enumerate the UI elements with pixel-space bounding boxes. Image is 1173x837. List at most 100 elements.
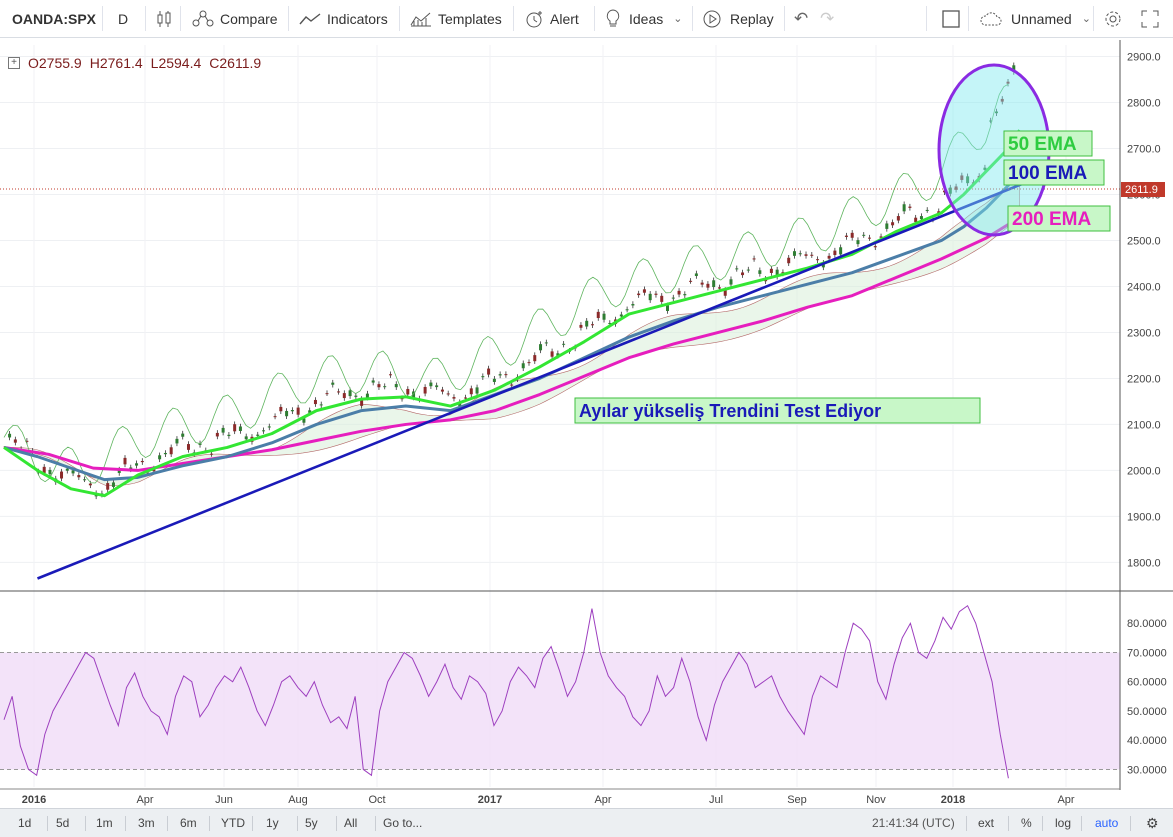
rsi-line bbox=[3, 604, 1009, 779]
candle-body bbox=[475, 387, 479, 394]
candle-body bbox=[608, 322, 612, 324]
candle-body bbox=[469, 388, 473, 395]
undo-button[interactable]: ↶ bbox=[794, 0, 808, 37]
legend-toggle-icon[interactable]: + bbox=[8, 57, 20, 69]
clock-readout: 21:41:34 (UTC) bbox=[872, 809, 955, 837]
range-button-1m[interactable]: 1m bbox=[96, 816, 113, 830]
layout-button[interactable]: Unnamed ⌄ bbox=[979, 0, 1091, 37]
price-tick-label: 2500.0 bbox=[1127, 235, 1161, 247]
candle-body bbox=[637, 293, 641, 296]
candle-body bbox=[891, 222, 895, 226]
candle-body bbox=[804, 254, 808, 256]
compare-icon bbox=[192, 10, 214, 26]
indicators-button[interactable]: Indicators bbox=[299, 0, 388, 37]
high-value: H2761.4 bbox=[89, 55, 143, 71]
alert-button[interactable]: Alert bbox=[524, 0, 579, 37]
candle-body bbox=[464, 397, 468, 399]
candle-body bbox=[412, 391, 416, 398]
time-tick-label: Nov bbox=[866, 794, 886, 806]
goto-button[interactable]: Go to... bbox=[383, 809, 422, 837]
fullscreen-button[interactable] bbox=[1141, 0, 1159, 37]
candle-body bbox=[290, 410, 294, 412]
redo-icon: ↷ bbox=[820, 8, 835, 28]
gear-icon: ⚙ bbox=[1146, 814, 1159, 831]
ideas-label: Ideas bbox=[629, 10, 664, 27]
chart-type-button[interactable] bbox=[156, 0, 172, 37]
candle-body bbox=[452, 397, 456, 399]
last-price-label: 2611.9 bbox=[1125, 184, 1158, 196]
candle-body bbox=[1012, 65, 1016, 73]
replay-button[interactable]: Replay bbox=[702, 0, 774, 37]
candle-body bbox=[712, 280, 716, 288]
log-label: log bbox=[1055, 816, 1072, 830]
candle-body bbox=[810, 254, 814, 256]
symbol-search[interactable]: OANDA:SPX bbox=[12, 0, 96, 37]
candle-body bbox=[896, 216, 900, 221]
ideas-button[interactable]: Ideas ⌄ bbox=[605, 0, 682, 37]
range-button-5d[interactable]: 5d bbox=[56, 816, 70, 830]
time-tick-label: Apr bbox=[1057, 794, 1074, 806]
candle-body bbox=[642, 289, 646, 293]
top-toolbar: OANDA:SPX D Compare Indicators Templates… bbox=[0, 0, 1173, 38]
range-button-1y[interactable]: 1y bbox=[266, 816, 279, 830]
candle-body bbox=[140, 460, 144, 463]
templates-button[interactable]: Templates bbox=[410, 0, 502, 37]
ema-100-line bbox=[3, 166, 1021, 482]
chart-settings-button[interactable]: ⚙ bbox=[1146, 809, 1159, 837]
price-tick-label: 2700.0 bbox=[1127, 143, 1161, 155]
range-button-1d[interactable]: 1d bbox=[18, 816, 32, 830]
candle-body bbox=[221, 427, 225, 433]
candle-body bbox=[752, 258, 756, 260]
range-button-ytd[interactable]: YTD bbox=[221, 816, 245, 830]
candle-body bbox=[700, 282, 704, 285]
redo-button[interactable]: ↷ bbox=[820, 0, 834, 37]
time-tick-label: 2017 bbox=[478, 794, 502, 806]
time-tick-label: Oct bbox=[368, 794, 385, 806]
candle-body bbox=[106, 483, 110, 490]
candle-body bbox=[833, 250, 837, 255]
ema-100-annotation-box bbox=[1003, 159, 1105, 186]
candle-body bbox=[377, 384, 381, 388]
range-button-all[interactable]: All bbox=[344, 816, 358, 830]
candle-body bbox=[481, 376, 485, 378]
candle-body bbox=[683, 294, 687, 296]
candle-body bbox=[908, 206, 912, 208]
range-button-6m[interactable]: 6m bbox=[180, 816, 197, 830]
gear-icon bbox=[1105, 11, 1121, 26]
candle-body bbox=[88, 483, 92, 486]
time-label: 21:41:34 (UTC) bbox=[872, 816, 955, 830]
settings-button[interactable] bbox=[1103, 0, 1123, 37]
lagging-span-line bbox=[3, 83, 1009, 484]
candle-body bbox=[158, 455, 162, 460]
auto-toggle[interactable]: auto bbox=[1095, 809, 1118, 837]
candle-body bbox=[129, 467, 133, 470]
templates-label: Templates bbox=[438, 10, 502, 27]
candle-body bbox=[371, 380, 375, 383]
interval-button[interactable]: D bbox=[118, 0, 128, 37]
candle-body bbox=[919, 216, 923, 220]
candle-body bbox=[342, 393, 346, 399]
log-toggle[interactable]: log bbox=[1055, 809, 1071, 837]
candle-body bbox=[227, 434, 231, 437]
price-chart[interactable]: 2900.02800.02700.02600.02500.02400.02300… bbox=[0, 38, 1173, 808]
candle-body bbox=[781, 272, 785, 274]
percent-toggle[interactable]: % bbox=[1021, 809, 1032, 837]
candle-body bbox=[844, 235, 848, 237]
candle-body bbox=[775, 269, 779, 277]
interval-label: D bbox=[118, 10, 129, 27]
fullscreen-select-button[interactable] bbox=[942, 0, 960, 37]
candle-body bbox=[954, 186, 958, 190]
candle-body bbox=[758, 270, 762, 274]
candle-body bbox=[13, 439, 17, 443]
range-button-3m[interactable]: 3m bbox=[138, 816, 155, 830]
rsi-tick-label: 80.0000 bbox=[1127, 618, 1167, 630]
range-button-5y[interactable]: 5y bbox=[305, 816, 318, 830]
candle-body bbox=[210, 453, 214, 455]
trendline bbox=[36, 174, 1043, 580]
candle-body bbox=[111, 482, 115, 487]
candle-body bbox=[717, 287, 721, 289]
compare-button[interactable]: Compare bbox=[192, 0, 278, 37]
candle-body bbox=[527, 362, 531, 364]
ext-toggle[interactable]: ext bbox=[978, 809, 994, 837]
candle-body bbox=[677, 290, 681, 295]
